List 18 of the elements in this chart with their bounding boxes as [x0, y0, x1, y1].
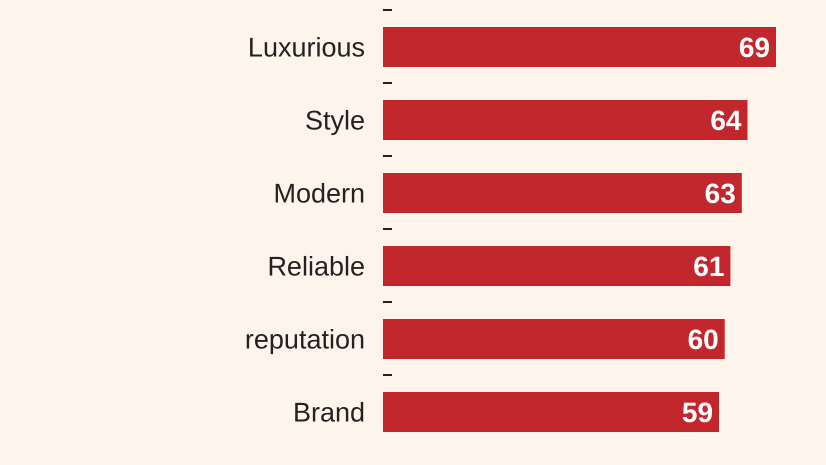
y-tick-label: reputation: [244, 324, 365, 355]
y-tick-label: Brand: [292, 398, 365, 428]
data-label: 61: [693, 251, 724, 282]
y-tick-label: Luxurious: [248, 32, 365, 63]
y-tick-label: Reliable: [267, 252, 365, 282]
data-label: 59: [682, 397, 714, 428]
y-tick-label: Modern: [273, 178, 365, 209]
data-label: 64: [710, 105, 742, 136]
data-label: 69: [738, 32, 770, 64]
data-label: 60: [688, 324, 719, 356]
bar: [383, 100, 748, 140]
bar: [383, 27, 776, 67]
bar: [383, 246, 730, 286]
bar: [383, 392, 720, 432]
bar: [383, 319, 725, 359]
bar: [383, 173, 742, 213]
data-label: 63: [704, 178, 736, 210]
y-tick-label: Style: [304, 106, 365, 136]
